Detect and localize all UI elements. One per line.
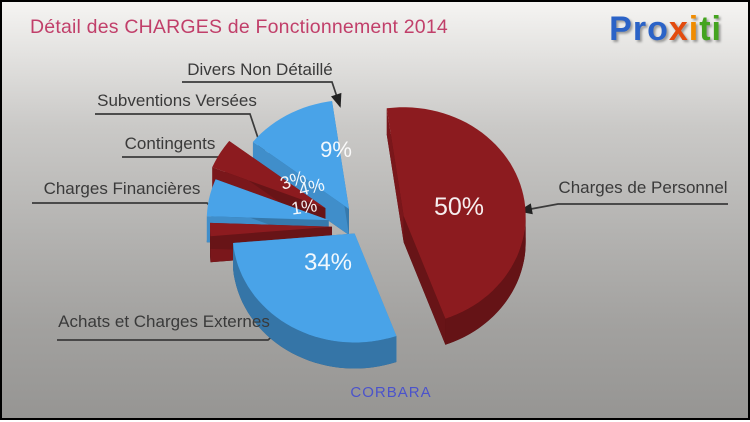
logo-letter: r (632, 10, 648, 48)
callout-label-divers-non-detaille: Divers Non Détaillé (187, 60, 333, 79)
pie-slice-charges-de-personnel (386, 107, 526, 345)
callout-arrow-icon (331, 92, 342, 108)
slice-top (233, 233, 397, 343)
percent-label-50: 50% (434, 193, 484, 221)
callout-label-charges-de-personnel: Charges de Personnel (558, 178, 728, 197)
pie-slice-achats-et-charges-externes (233, 233, 397, 369)
slice-cut-face (403, 216, 446, 345)
percent-label-1: 1% (290, 195, 319, 218)
chart-title: Détail des CHARGES de Fonctionnement 201… (30, 16, 448, 38)
logo-letter: t (699, 10, 712, 48)
slice-top (212, 141, 326, 209)
footer-town-label: CORBARA (350, 384, 432, 401)
callout-label-subventions-versees: Subventions Versées (97, 91, 257, 110)
percent-label-9: 9% (320, 137, 352, 162)
callout-line (519, 203, 728, 212)
slice-top (386, 107, 526, 319)
slice-rim (233, 243, 397, 369)
logo-letter: i (688, 10, 700, 48)
logo-letter: x (668, 10, 689, 48)
slice-cut-face (386, 108, 404, 243)
slice-rim (445, 216, 526, 345)
callout-line (32, 202, 227, 223)
logo-letter: o (647, 10, 669, 48)
callout-label-contingents: Contingents (124, 134, 216, 153)
pie-slices (206, 101, 526, 369)
slice-top (210, 222, 332, 237)
proxiti-logo: Proxiti (609, 10, 722, 49)
logo-letter: i (711, 10, 722, 48)
callout-label-charges-financieres: Charges Financières (43, 179, 201, 198)
slice-top (206, 179, 329, 221)
slice-rim (210, 226, 211, 263)
callout-label-achats-charges-externes: Achats et Charges Externes (58, 312, 270, 331)
logo-letter: P (609, 10, 633, 48)
slice-top (252, 101, 349, 209)
percent-label-34: 34% (304, 249, 352, 276)
